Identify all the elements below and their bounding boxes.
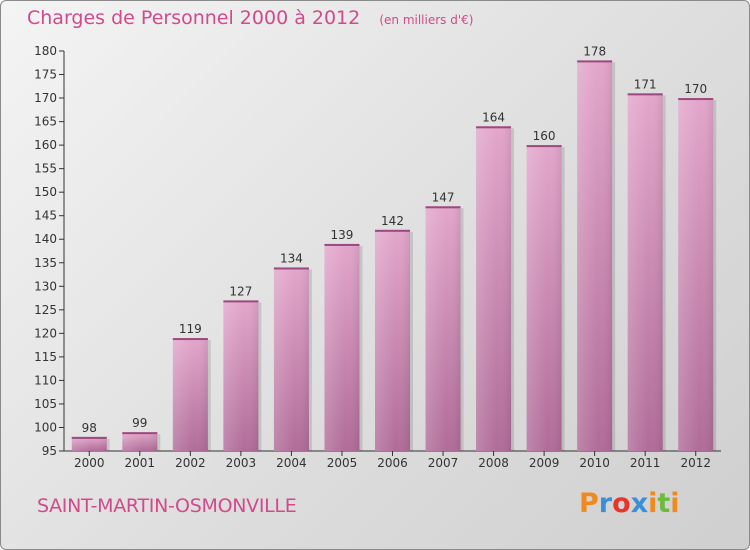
x-tick-label: 2008: [478, 456, 509, 470]
bar-shine: [122, 432, 158, 451]
x-tick-label: 2001: [125, 456, 156, 470]
data-label: 164: [482, 110, 505, 124]
data-label: 147: [432, 190, 455, 204]
data-label: 142: [381, 214, 404, 228]
bar-cap: [375, 229, 410, 232]
y-tick-label: 145: [34, 209, 57, 223]
x-tick-label: 2006: [377, 456, 408, 470]
chart-title: Charges de Personnel 2000 à 2012: [27, 7, 361, 29]
value-labels: 98 99 119 127 134 139 142 147 164 160 178 171 170: [82, 44, 708, 434]
y-tick-label: 170: [34, 91, 57, 105]
data-label: 170: [684, 82, 707, 96]
data-label: 98: [82, 421, 97, 435]
bar-shine: [223, 300, 259, 451]
unit-label: (en milliers d'€): [379, 13, 474, 27]
y-tick-label: 95: [42, 444, 57, 458]
x-tick-label: 2012: [680, 456, 711, 470]
y-tick-label: 175: [34, 68, 57, 82]
y-tick-label: 155: [34, 162, 57, 176]
bar-shine: [526, 145, 562, 451]
data-label: 139: [331, 228, 354, 242]
proxiti-logo: Proxiti: [579, 488, 680, 519]
bar-shine: [678, 98, 714, 451]
y-tick-label: 105: [34, 397, 57, 411]
x-tick-label: 2010: [579, 456, 610, 470]
bar-shine: [476, 126, 512, 451]
y-tick-label: 150: [34, 185, 57, 199]
bar-cap: [273, 267, 309, 270]
bar-cap: [627, 93, 663, 96]
bar-shine: [425, 206, 461, 451]
bar-shine: [324, 243, 360, 451]
bar-shine: [577, 60, 613, 451]
y-tick-label: 160: [34, 138, 57, 152]
x-tick-label: 2003: [226, 456, 257, 470]
data-label: 178: [583, 44, 606, 58]
bar-shine: [172, 338, 208, 451]
y-tick-label: 115: [34, 350, 57, 364]
data-label: 99: [132, 416, 147, 430]
y-tick-label: 100: [34, 420, 57, 434]
x-tick-label: 2002: [175, 456, 206, 470]
y-tick-label: 135: [34, 256, 57, 270]
data-label: 127: [229, 284, 252, 298]
title-row: Charges de Personnel 2000 à 2012 (en mil…: [27, 7, 473, 29]
commune-name: SAINT-MARTIN-OSMONVILLE: [37, 495, 297, 517]
data-label: 160: [533, 129, 556, 143]
x-tick-label: 2005: [327, 456, 358, 470]
bar-cap: [526, 145, 562, 148]
bar-cap: [223, 300, 259, 303]
bar-cap: [172, 338, 208, 341]
y-tick-label: 120: [34, 326, 57, 340]
x-tick-label: 2004: [276, 456, 307, 470]
bar-shine: [71, 436, 107, 451]
y-tick-label: 125: [34, 303, 57, 317]
bar-shine: [273, 267, 309, 451]
bar-cap: [71, 436, 107, 439]
bar-cap: [324, 243, 360, 246]
x-tick-label: 2011: [630, 456, 661, 470]
data-label: 134: [280, 251, 303, 265]
data-label: 171: [634, 77, 657, 91]
y-tick-label: 140: [34, 232, 57, 246]
bar-cap: [678, 98, 714, 101]
bar-cap: [122, 432, 158, 435]
bar-cap: [476, 126, 512, 129]
data-label: 119: [179, 322, 202, 336]
bar-shine: [375, 229, 410, 451]
x-tick-label: 2009: [529, 456, 560, 470]
bar-cap: [577, 60, 613, 63]
bar-cap: [425, 206, 461, 209]
y-tick-label: 130: [34, 279, 57, 293]
y-tick-label: 165: [34, 115, 57, 129]
x-tick-label: 2007: [428, 456, 459, 470]
y-tick-label: 180: [34, 44, 57, 58]
x-tick-label: 2000: [74, 456, 105, 470]
bars: [71, 60, 717, 452]
y-tick-label: 110: [34, 373, 57, 387]
bar-shine: [627, 93, 663, 452]
